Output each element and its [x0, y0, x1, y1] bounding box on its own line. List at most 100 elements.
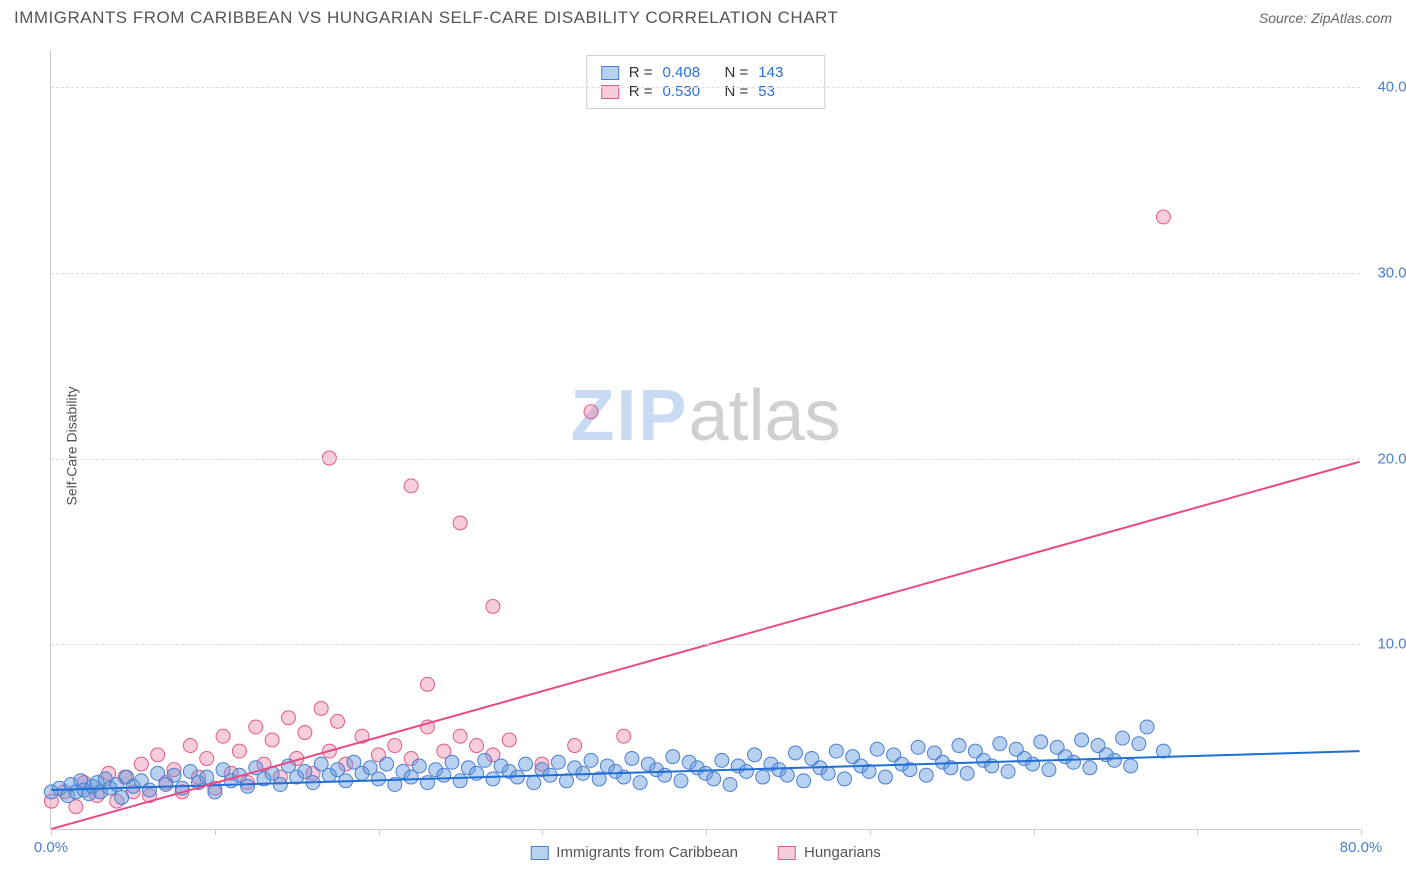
scatter-point	[281, 711, 295, 725]
scatter-point	[821, 766, 835, 780]
scatter-point	[167, 768, 181, 782]
x-tick	[870, 829, 871, 835]
gridline-h	[51, 644, 1360, 645]
scatter-point	[115, 790, 129, 804]
scatter-point	[380, 757, 394, 771]
legend-bottom: Immigrants from Caribbean Hungarians	[530, 844, 880, 861]
legend-bottom-item-0: Immigrants from Caribbean	[530, 844, 738, 861]
legend-bottom-label-0: Immigrants from Caribbean	[556, 844, 738, 861]
scatter-point	[1001, 765, 1015, 779]
scatter-point	[478, 753, 492, 767]
scatter-point	[960, 766, 974, 780]
scatter-point	[911, 740, 925, 754]
scatter-point	[273, 777, 287, 791]
source-label: Source: ZipAtlas.com	[1259, 10, 1392, 26]
scatter-point	[838, 772, 852, 786]
scatter-point	[919, 768, 933, 782]
scatter-point	[527, 776, 541, 790]
scatter-point	[715, 753, 729, 767]
gridline-h	[51, 87, 1360, 88]
chart-svg	[51, 50, 1360, 829]
scatter-point	[993, 737, 1007, 751]
legend-swatch-0	[601, 66, 619, 80]
scatter-point	[1034, 735, 1048, 749]
scatter-point	[1075, 733, 1089, 747]
legend-r-val-1: 0.530	[663, 83, 715, 100]
scatter-point	[453, 516, 467, 530]
y-tick-label: 20.0%	[1365, 450, 1406, 467]
scatter-point	[1083, 761, 1097, 775]
scatter-point	[331, 714, 345, 728]
scatter-point	[208, 785, 222, 799]
y-tick-label: 40.0%	[1365, 79, 1406, 96]
x-tick-label: 0.0%	[34, 839, 68, 856]
scatter-point	[1124, 759, 1138, 773]
scatter-point	[559, 774, 573, 788]
scatter-point	[625, 752, 639, 766]
scatter-point	[183, 739, 197, 753]
scatter-point	[470, 739, 484, 753]
legend-bottom-item-1: Hungarians	[778, 844, 881, 861]
legend-bottom-label-1: Hungarians	[804, 844, 881, 861]
scatter-point	[551, 755, 565, 769]
legend-top: R = 0.408 N = 143 R = 0.530 N = 53	[586, 55, 826, 109]
scatter-point	[952, 739, 966, 753]
scatter-point	[1026, 757, 1040, 771]
scatter-point	[1156, 210, 1170, 224]
scatter-point	[200, 770, 214, 784]
x-tick-label: 80.0%	[1340, 839, 1383, 856]
legend-n-label-1: N =	[725, 83, 749, 100]
scatter-point	[617, 729, 631, 743]
legend-top-row-1: R = 0.530 N = 53	[601, 83, 811, 100]
x-tick	[1197, 829, 1198, 835]
scatter-point	[1107, 753, 1121, 767]
legend-n-val-1: 53	[758, 83, 810, 100]
scatter-point	[241, 779, 255, 793]
y-tick-label: 10.0%	[1365, 636, 1406, 653]
scatter-point	[1116, 731, 1130, 745]
scatter-point	[666, 750, 680, 764]
scatter-point	[748, 748, 762, 762]
scatter-point	[142, 783, 156, 797]
x-tick	[1361, 829, 1362, 835]
legend-bottom-swatch-0	[530, 846, 548, 860]
scatter-point	[584, 405, 598, 419]
chart-title: IMMIGRANTS FROM CARIBBEAN VS HUNGARIAN S…	[14, 8, 838, 28]
scatter-point	[486, 772, 500, 786]
scatter-point	[265, 733, 279, 747]
x-tick	[542, 829, 543, 835]
scatter-point	[739, 765, 753, 779]
scatter-point	[445, 755, 459, 769]
x-tick	[1034, 829, 1035, 835]
scatter-point	[1066, 755, 1080, 769]
scatter-point	[502, 733, 516, 747]
scatter-point	[797, 774, 811, 788]
plot-area: ZIPatlas R = 0.408 N = 143 R = 0.530 N =…	[50, 50, 1360, 830]
scatter-point	[412, 759, 426, 773]
legend-top-row-0: R = 0.408 N = 143	[601, 64, 811, 81]
legend-r-label-0: R =	[629, 64, 653, 81]
scatter-point	[388, 739, 402, 753]
scatter-point	[658, 768, 672, 782]
x-tick	[215, 829, 216, 835]
x-tick	[379, 829, 380, 835]
scatter-point	[756, 770, 770, 784]
legend-bottom-swatch-1	[778, 846, 796, 860]
x-tick	[706, 829, 707, 835]
scatter-point	[249, 720, 263, 734]
scatter-point	[788, 746, 802, 760]
scatter-point	[780, 768, 794, 782]
scatter-point	[200, 752, 214, 766]
scatter-point	[371, 772, 385, 786]
scatter-point	[674, 774, 688, 788]
scatter-point	[298, 726, 312, 740]
legend-n-label-0: N =	[725, 64, 749, 81]
legend-n-val-0: 143	[758, 64, 810, 81]
scatter-point	[453, 729, 467, 743]
scatter-point	[707, 772, 721, 786]
scatter-point	[829, 744, 843, 758]
scatter-point	[1042, 763, 1056, 777]
chart-header: IMMIGRANTS FROM CARIBBEAN VS HUNGARIAN S…	[14, 8, 1392, 28]
scatter-point	[584, 753, 598, 767]
x-tick	[51, 829, 52, 835]
